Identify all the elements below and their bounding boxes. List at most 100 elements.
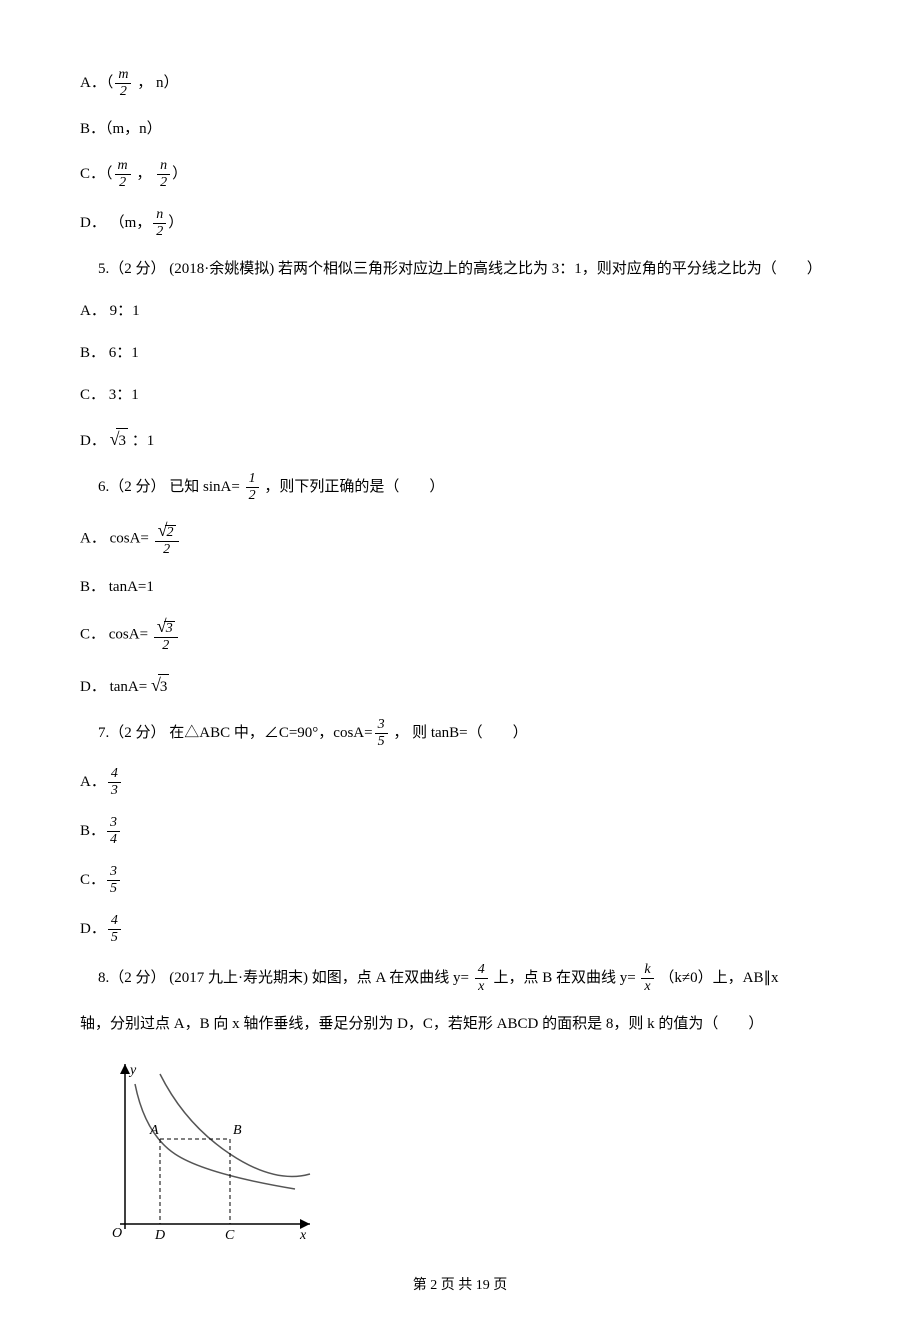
denominator: 5 [108, 930, 121, 945]
text: A． 9：1 [80, 303, 140, 319]
text: 页 [490, 1278, 508, 1293]
q5-stem: 5.（2 分） (2018·余姚模拟) 若两个相似三角形对应边上的高线之比为 3… [80, 257, 840, 281]
q4-option-d: D． （m，n2） [80, 208, 840, 239]
text: A．（ [80, 75, 113, 91]
numerator: n [153, 208, 166, 224]
q4-option-c: C．（m2 ， n2） [80, 159, 840, 190]
label-b: B [233, 1123, 242, 1138]
text: 8.（2 分） (2017 九上·寿光期末) 如图，点 A 在双曲线 y= [98, 970, 473, 986]
q5-option-d: D． √3 ：1 [80, 425, 840, 454]
text: B． 6：1 [80, 345, 139, 361]
denominator: 2 [246, 488, 259, 503]
label-x: x [299, 1228, 307, 1243]
fraction: n2 [153, 208, 166, 239]
text: A． [80, 774, 106, 790]
text: D． （m， [80, 215, 151, 231]
sqrt: √3 [151, 671, 169, 700]
q7-option-b: B．34 [80, 816, 840, 847]
numerator: 4 [108, 914, 121, 930]
sqrt-arg: 3 [116, 428, 128, 453]
denominator: 4 [107, 832, 120, 847]
text: ， n） [133, 75, 178, 91]
page-footer: 第 2 页 共 19 页 [80, 1274, 840, 1294]
label-d: D [154, 1228, 165, 1243]
text: 5.（2 分） (2018·余姚模拟) 若两个相似三角形对应边上的高线之比为 3… [98, 261, 822, 277]
numerator: √3 [154, 617, 178, 638]
denominator: 2 [115, 84, 131, 99]
text: 页 共 [437, 1278, 476, 1293]
text: A． cosA= [80, 530, 153, 546]
fraction: √22 [155, 521, 179, 557]
q7-stem: 7.（2 分） 在△ABC 中，∠C=90°，cosA=35 ， 则 tanB=… [80, 718, 840, 749]
q6-stem: 6.（2 分） 已知 sinA= 12 ，则下列正确的是（ ） [80, 472, 840, 503]
label-a: A [149, 1123, 159, 1138]
q5-option-b: B． 6：1 [80, 341, 840, 365]
numerator: k [641, 963, 653, 979]
fraction: m2 [115, 68, 131, 99]
q6-option-a: A． cosA= √22 [80, 521, 840, 557]
q6-option-b: B． tanA=1 [80, 575, 840, 599]
text: （k≠0）上，AB∥x [656, 970, 779, 986]
label-c: C [225, 1228, 235, 1243]
numerator: n [157, 159, 170, 175]
denominator: 2 [154, 638, 178, 653]
y-arrow [120, 1064, 130, 1074]
text: ， 则 tanB=（ ） [390, 725, 528, 741]
q8-stem-line1: 8.（2 分） (2017 九上·寿光期末) 如图，点 A 在双曲线 y= 4x… [80, 963, 840, 994]
q7-option-c: C．35 [80, 865, 840, 896]
hyperbola-diagram: y x O A B C D [100, 1054, 320, 1244]
fraction: 12 [246, 472, 259, 503]
numerator: 4 [475, 963, 488, 979]
fraction: n2 [157, 159, 170, 190]
text: ：1 [128, 433, 154, 449]
text: ） [168, 215, 183, 231]
text: ） [172, 166, 187, 182]
fraction: 45 [108, 914, 121, 945]
q5-option-a: A． 9：1 [80, 299, 840, 323]
sqrt: √2 [158, 521, 176, 540]
q4-option-b: B．（m，n） [80, 117, 840, 141]
sqrt: √3 [110, 425, 128, 454]
numerator: m [115, 68, 131, 84]
text: 轴，分别过点 A，B 向 x 轴作垂线，垂足分别为 D，C，若矩形 ABCD 的… [80, 1016, 763, 1032]
q7-option-d: D．45 [80, 914, 840, 945]
numerator: √2 [155, 521, 179, 542]
denominator: x [475, 979, 488, 994]
page-total: 19 [476, 1278, 490, 1293]
text: C．（ [80, 166, 113, 182]
denominator: 2 [115, 175, 131, 190]
denominator: 2 [155, 542, 179, 557]
sqrt-arg: 3 [164, 621, 175, 636]
denominator: x [641, 979, 653, 994]
fraction: m2 [115, 159, 131, 190]
text: 6.（2 分） 已知 sinA= [98, 479, 244, 495]
numerator: 3 [107, 816, 120, 832]
text: C． 3：1 [80, 387, 139, 403]
numerator: 1 [246, 472, 259, 488]
q4-option-a: A．（m2 ， n） [80, 68, 840, 99]
sqrt-arg: 3 [158, 674, 170, 699]
q8-stem-line2: 轴，分别过点 A，B 向 x 轴作垂线，垂足分别为 D，C，若矩形 ABCD 的… [80, 1012, 840, 1036]
numerator: m [115, 159, 131, 175]
text: D． tanA= [80, 679, 151, 695]
fraction: 34 [107, 816, 120, 847]
text: 第 [413, 1278, 431, 1293]
fraction: 35 [375, 718, 388, 749]
denominator: 3 [108, 783, 121, 798]
denominator: 5 [107, 881, 120, 896]
text: D． [80, 921, 106, 937]
text: 7.（2 分） 在△ABC 中，∠C=90°，cosA= [98, 725, 373, 741]
denominator: 5 [375, 734, 388, 749]
text: ，则下列正确的是（ ） [261, 479, 445, 495]
q5-option-c: C． 3：1 [80, 383, 840, 407]
text: C． cosA= [80, 626, 152, 642]
denominator: 2 [157, 175, 170, 190]
fraction: kx [641, 963, 653, 994]
q7-option-a: A．43 [80, 767, 840, 798]
sqrt: √3 [157, 617, 175, 636]
text: B． tanA=1 [80, 579, 154, 595]
label-y: y [128, 1063, 137, 1078]
denominator: 2 [153, 224, 166, 239]
fraction: √3 2 [154, 617, 178, 653]
page-content: A．（m2 ， n） B．（m，n） C．（m2 ， n2） D． （m，n2）… [0, 0, 920, 1324]
